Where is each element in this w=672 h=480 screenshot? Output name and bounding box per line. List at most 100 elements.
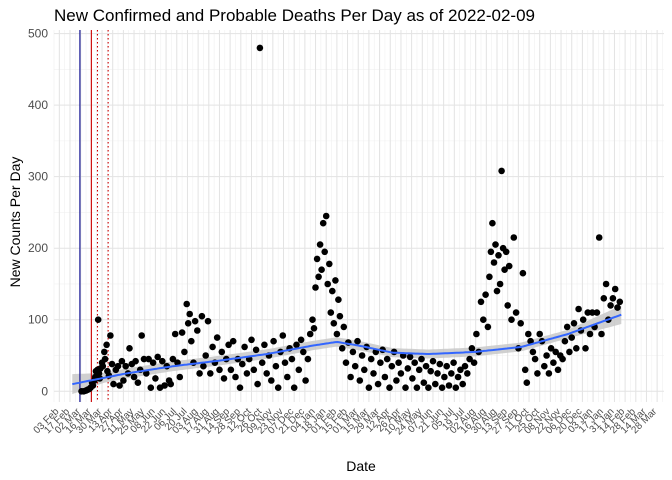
data-point [427, 367, 435, 375]
data-point [270, 337, 277, 345]
data-point [312, 284, 319, 291]
data-point [531, 355, 539, 363]
data-point [188, 337, 195, 345]
data-point [225, 341, 232, 349]
y-axis-label: New Counts Per Day [7, 157, 23, 288]
data-point [568, 334, 575, 341]
data-point [200, 362, 207, 370]
data-point [279, 332, 287, 339]
data-point [600, 295, 608, 302]
y-tick-label: 100 [28, 313, 48, 327]
confidence-ribbon [72, 305, 622, 395]
data-point [595, 234, 603, 241]
data-point [108, 360, 116, 368]
data-point [402, 384, 409, 392]
data-point [293, 341, 300, 349]
data-point [152, 375, 159, 382]
data-point [598, 330, 605, 338]
data-point [525, 330, 532, 338]
data-point [263, 370, 271, 377]
data-point [575, 305, 582, 313]
data-point [207, 370, 214, 377]
data-point [122, 362, 129, 370]
data-point [404, 365, 412, 372]
data-point [256, 44, 264, 52]
data-point [143, 370, 150, 377]
data-point [554, 366, 562, 374]
y-tick-label: 400 [28, 98, 48, 112]
data-point [593, 309, 601, 316]
data-point [335, 296, 342, 304]
data-point [492, 241, 499, 248]
data-point [486, 273, 493, 281]
data-point [534, 370, 541, 377]
data-point [183, 300, 190, 308]
data-point [101, 355, 109, 363]
data-point [420, 379, 428, 387]
data-point [561, 337, 569, 345]
data-point [579, 316, 587, 324]
data-point [333, 330, 341, 338]
y-axis-ticks: 0 100 200 300 400 500 [28, 27, 48, 399]
data-point [436, 360, 444, 368]
data-point [377, 359, 384, 367]
data-point [566, 348, 573, 356]
data-point [126, 345, 133, 352]
data-point [461, 362, 469, 370]
data-point [198, 312, 206, 320]
data-point [422, 362, 430, 370]
data-point [607, 302, 614, 309]
data-point [349, 348, 357, 356]
data-point [178, 329, 186, 336]
data-point [411, 359, 419, 367]
data-point [110, 380, 117, 388]
data-point [365, 384, 373, 392]
data-point [395, 359, 402, 367]
data-point [313, 255, 321, 263]
data-point [464, 370, 471, 377]
confidence-band [72, 305, 622, 395]
data-point [315, 273, 322, 281]
reference-lines [79, 30, 109, 402]
data-point [196, 370, 203, 377]
data-point [154, 353, 161, 361]
data-point [489, 219, 496, 227]
data-point [310, 325, 318, 332]
data-point [443, 362, 451, 370]
data-point [241, 343, 248, 351]
data-point [504, 302, 512, 309]
data-point [220, 375, 228, 382]
data-point [356, 377, 364, 384]
data-point [413, 384, 421, 392]
data-point [176, 373, 184, 381]
data-point [586, 330, 594, 338]
data-point [204, 317, 212, 325]
data-point [573, 345, 580, 352]
data-point [470, 359, 478, 367]
data-point [94, 316, 102, 324]
y-tick-label: 300 [28, 170, 48, 184]
data-point [529, 348, 537, 356]
data-point [132, 357, 139, 365]
data-point [229, 337, 237, 345]
data-point [318, 266, 325, 274]
data-point [381, 373, 389, 381]
data-point [508, 316, 515, 324]
data-point [261, 341, 268, 349]
data-point [523, 379, 531, 387]
data-point [288, 355, 296, 363]
data-point [616, 298, 624, 306]
data-point [589, 309, 596, 316]
data-point [473, 330, 480, 338]
data-point [406, 353, 414, 361]
smooth-curve [72, 313, 622, 386]
data-point [480, 316, 487, 324]
data-point [290, 384, 298, 392]
data-point [309, 316, 316, 324]
data-point [167, 380, 174, 388]
data-point [393, 377, 400, 384]
data-point [274, 384, 282, 392]
data-point [517, 320, 524, 327]
data-point [432, 380, 439, 388]
